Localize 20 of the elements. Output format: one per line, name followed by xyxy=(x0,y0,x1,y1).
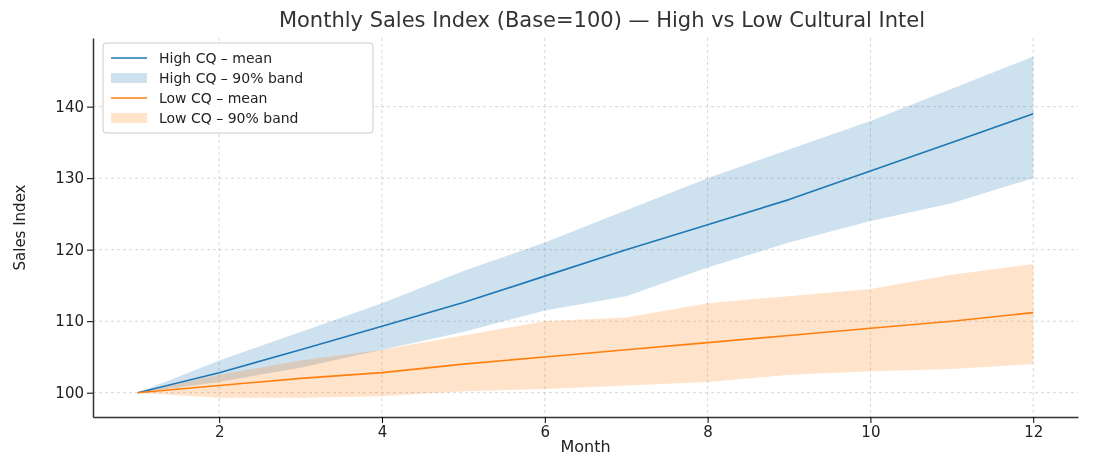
chart-title: Monthly Sales Index (Base=100) — High vs Low Cultural Intel xyxy=(278,8,926,32)
x-tick-label: 8 xyxy=(703,422,713,441)
y-tick-label: 110 xyxy=(55,312,84,331)
y-tick-label: 140 xyxy=(55,97,84,116)
x-tick-label: 2 xyxy=(214,422,225,441)
annotation: Low CQ – 90% band xyxy=(159,110,299,126)
y-tick-label: 100 xyxy=(55,383,84,402)
y-tick-label: 130 xyxy=(55,169,84,188)
y-tick-label: 120 xyxy=(55,240,84,259)
x-axis-title: Month xyxy=(560,437,611,456)
x-tick-label: 4 xyxy=(377,422,388,441)
x-tick-label: 10 xyxy=(861,422,881,441)
annotation: High CQ – 90% band xyxy=(159,70,304,86)
legend-label: High CQ – mean xyxy=(159,50,273,66)
line-series xyxy=(136,113,1035,394)
legend-label: Low CQ – mean xyxy=(159,90,268,106)
x-tick-label: 12 xyxy=(1024,422,1044,441)
x-tick-label: 6 xyxy=(540,422,551,441)
line-series xyxy=(136,311,1035,394)
y-axis-title: Sales Index xyxy=(11,184,29,271)
